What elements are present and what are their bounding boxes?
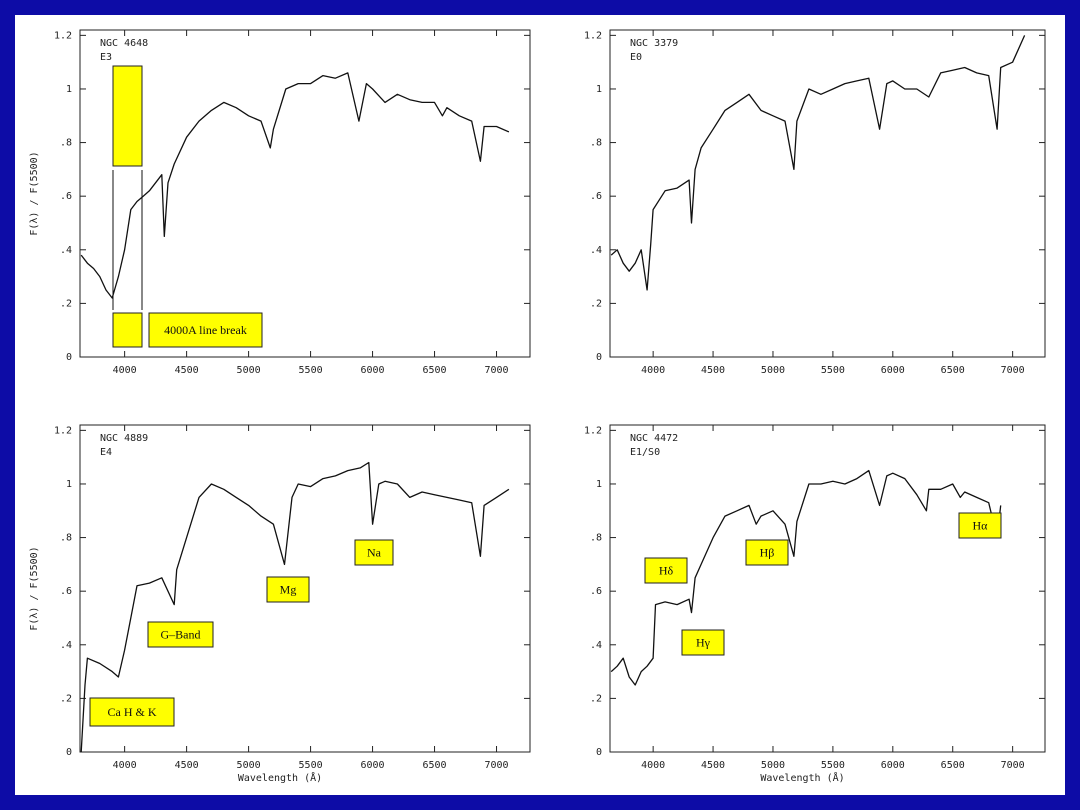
x-tick-label: 6000 (361, 760, 385, 771)
x-tick-label: 4000 (113, 365, 137, 376)
x-tick-label: 4000 (113, 760, 137, 771)
y-tick-label: .4 (60, 245, 72, 256)
y-tick-label: .4 (590, 640, 602, 651)
annotation-box (354, 539, 394, 566)
x-tick-label: 6000 (881, 365, 905, 376)
y-tick-label: 1.2 (584, 425, 602, 436)
x-tick-label: 4000 (641, 365, 665, 376)
y-tick-label: .2 (60, 693, 72, 704)
y-tick-label: 1 (66, 479, 72, 490)
y-tick-label: 1 (596, 84, 602, 95)
annotation-label: Hγ (696, 635, 711, 649)
spectrum-line (610, 35, 1026, 291)
x-tick-label: 4500 (175, 760, 199, 771)
y-axis-label: F(λ) / F(5500) (29, 151, 40, 235)
spectrum-line (80, 72, 510, 299)
annotation-box (147, 621, 214, 648)
x-tick-label: 5500 (821, 365, 845, 376)
y-tick-label: .2 (590, 298, 602, 309)
annotation-label: Hβ (760, 545, 775, 559)
chart-subtitle: E1/S0 (630, 447, 660, 458)
y-tick-label: .8 (590, 533, 602, 544)
annotation-box (958, 512, 1002, 539)
x-tick-label: 6500 (422, 760, 446, 771)
annotation-box (681, 629, 725, 656)
x-tick-label: 7000 (484, 760, 508, 771)
plot-frame (79, 424, 531, 753)
x-tick-label: 4500 (175, 365, 199, 376)
annotation-box (89, 697, 175, 727)
annotation-label: Na (367, 545, 382, 559)
x-tick-label: 5500 (299, 760, 323, 771)
x-tick-label: 5000 (237, 365, 261, 376)
x-tick-label: 7000 (1001, 365, 1025, 376)
plot-frame (609, 29, 1046, 358)
x-tick-label: 4500 (701, 760, 725, 771)
x-tick-label: 6500 (422, 365, 446, 376)
y-tick-label: .8 (60, 138, 72, 149)
plot-frame (79, 29, 531, 358)
x-tick-label: 7000 (484, 365, 508, 376)
annotation-box (644, 557, 688, 584)
y-tick-label: .6 (590, 586, 602, 597)
x-tick-label: 5000 (761, 760, 785, 771)
x-tick-label: 4000 (641, 760, 665, 771)
x-tick-label: 6000 (361, 365, 385, 376)
y-tick-label: .6 (590, 191, 602, 202)
y-tick-label: .8 (590, 138, 602, 149)
annotation-label: G–Band (161, 627, 201, 641)
y-tick-label: 0 (596, 747, 602, 758)
highlight-box (112, 312, 143, 348)
annotation-box (266, 576, 310, 603)
chart-subtitle: E0 (630, 52, 642, 63)
x-tick-label: 6000 (881, 760, 905, 771)
x-tick-label: 7000 (1001, 760, 1025, 771)
y-axis-label: F(λ) / F(5500) (29, 546, 40, 630)
y-tick-label: .2 (60, 298, 72, 309)
spectrum-line (80, 461, 510, 753)
x-tick-label: 5500 (299, 365, 323, 376)
plot-frame (609, 424, 1046, 753)
x-tick-label: 6500 (941, 365, 965, 376)
x-tick-label: 4500 (701, 365, 725, 376)
y-tick-label: .4 (590, 245, 602, 256)
chart-title: NGC 3379 (630, 38, 678, 49)
y-tick-label: 0 (66, 747, 72, 758)
chart-title: NGC 4472 (630, 433, 678, 444)
chart-title: NGC 4648 (100, 38, 148, 49)
annotation-label: Mg (280, 582, 297, 596)
x-axis-label: Wavelength (Å) (760, 771, 844, 784)
y-tick-label: .4 (60, 640, 72, 651)
x-axis-label: Wavelength (Å) (238, 771, 322, 784)
x-tick-label: 5500 (821, 760, 845, 771)
y-tick-label: .6 (60, 586, 72, 597)
x-tick-label: 5000 (237, 760, 261, 771)
y-tick-label: 1.2 (54, 30, 72, 41)
y-tick-label: 1.2 (54, 425, 72, 436)
y-tick-label: 1 (596, 479, 602, 490)
y-tick-label: .2 (590, 693, 602, 704)
y-tick-label: .8 (60, 533, 72, 544)
spectrum-line (610, 469, 1002, 686)
y-tick-label: 1.2 (584, 30, 602, 41)
y-tick-label: 1 (66, 84, 72, 95)
page-background (15, 15, 1065, 795)
chart-subtitle: E3 (100, 52, 112, 63)
annotation-box (148, 312, 263, 348)
annotation-label: Hα (973, 518, 989, 532)
chart-subtitle: E4 (100, 447, 112, 458)
annotation-label: Hδ (659, 563, 674, 577)
highlight-box (112, 65, 143, 167)
x-tick-label: 5000 (761, 365, 785, 376)
annotation-label: 4000A line break (164, 323, 247, 337)
annotation-label: Ca H & K (108, 705, 157, 719)
y-tick-label: .6 (60, 191, 72, 202)
y-tick-label: 0 (596, 352, 602, 363)
annotation-box (745, 539, 789, 566)
chart-title: NGC 4889 (100, 433, 148, 444)
x-tick-label: 6500 (941, 760, 965, 771)
y-tick-label: 0 (66, 352, 72, 363)
